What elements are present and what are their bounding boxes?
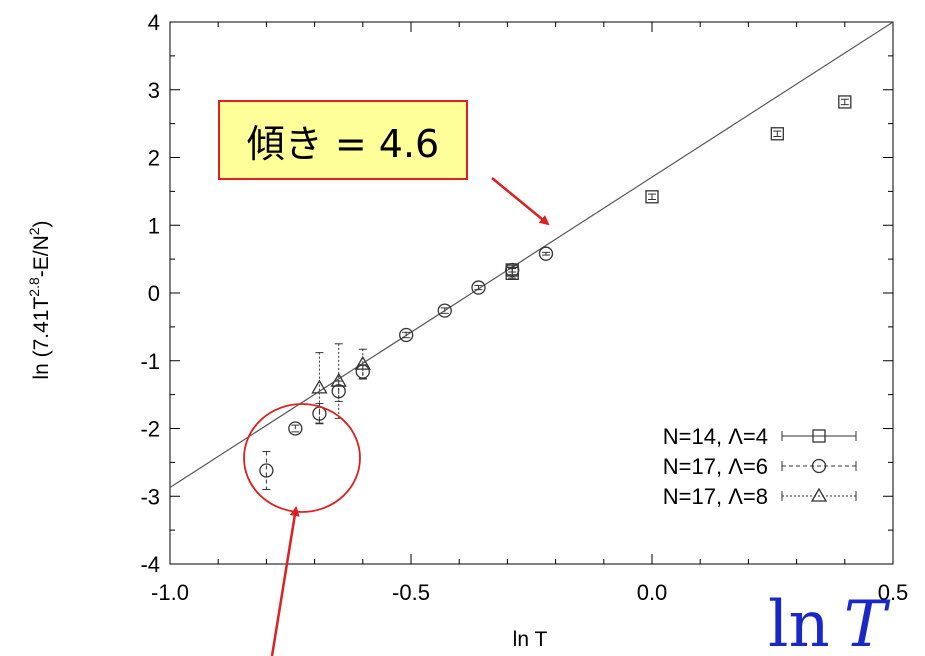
data-point — [838, 95, 852, 109]
y-tick-label: -2 — [140, 417, 160, 442]
data-point — [471, 280, 486, 295]
data-point — [770, 127, 784, 141]
legend-label: N=17, Λ=6 — [663, 454, 768, 479]
y-tick-label: 3 — [148, 78, 160, 103]
big-ln-t-label: ln T — [768, 588, 891, 656]
legend-marker — [810, 487, 828, 502]
data-point — [354, 355, 371, 370]
series-2 — [259, 246, 554, 490]
x-tick-label: 0.0 — [637, 580, 668, 605]
x-tick-labels: -1.0 -0.5 0.0 0.5 — [151, 580, 908, 605]
y-axis-label: ln (7.41T2.8-E/N2) — [26, 220, 53, 379]
data-point — [437, 303, 452, 318]
tick-marks — [169, 21, 894, 565]
slope-arrow — [491, 177, 550, 226]
legend-label: N=17, Λ=8 — [663, 484, 768, 509]
y-tick-label: 2 — [148, 146, 160, 171]
y-tick-label: -4 — [140, 552, 160, 577]
data-point — [505, 262, 520, 278]
data-points — [259, 95, 852, 490]
y-tick-labels: -4 -3 -2 -1 0 1 2 3 4 — [140, 10, 160, 577]
legend-label: N=14, Λ=4 — [663, 424, 768, 449]
x-tick-label: -0.5 — [392, 580, 430, 605]
x-tick-label: 0.5 — [878, 580, 909, 605]
y-tick-label: 0 — [148, 281, 160, 306]
y-tick-label: 1 — [148, 213, 160, 238]
data-point — [311, 379, 328, 394]
slope-callout: 傾き = 4.6 — [218, 100, 468, 180]
y-tick-label: 4 — [148, 10, 160, 35]
fit-line — [169, 21, 894, 488]
highlight-circle — [243, 403, 361, 513]
data-point — [259, 463, 274, 478]
y-tick-label: -3 — [140, 484, 160, 509]
circle-arrow — [270, 506, 300, 656]
data-point — [399, 327, 414, 343]
legend-marker — [811, 458, 827, 474]
y-tick-label: -1 — [140, 349, 160, 374]
legend-marker — [812, 429, 826, 443]
x-axis-label: ln T — [513, 628, 548, 651]
data-point — [288, 421, 303, 436]
data-point — [330, 372, 347, 387]
series-3 — [311, 343, 371, 424]
legend: N=14, Λ=4 N=17, Λ=6 N=17, Λ=8 — [663, 424, 857, 509]
data-point — [538, 246, 554, 261]
data-point — [645, 190, 659, 204]
x-tick-label: -1.0 — [151, 580, 189, 605]
series-1 — [505, 95, 852, 281]
